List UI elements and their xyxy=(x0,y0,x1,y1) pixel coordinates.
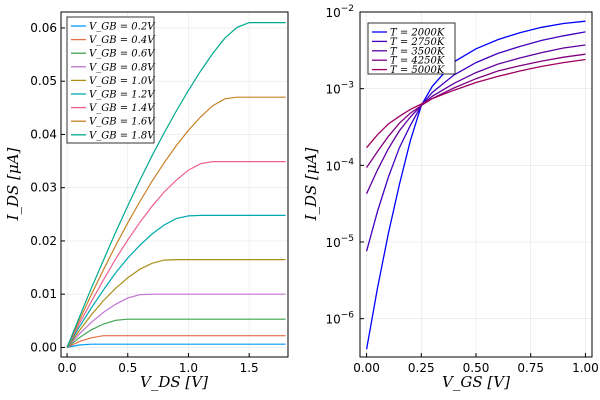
left-legend-label: V_GB = 0.6V xyxy=(89,49,156,60)
left-x-axis-label: V_DS [V] xyxy=(140,373,208,391)
right-x-tick-label: 0.75 xyxy=(517,361,544,375)
left-series-line-v-gb-1-2v xyxy=(66,214,286,348)
right-legend-label: T = 4250K xyxy=(390,56,445,67)
left-legend-label: V_GB = 1.2V xyxy=(89,90,156,101)
left-legend-label: V_GB = 1.8V xyxy=(89,130,156,141)
left-series-line-v-gb-1-4v xyxy=(66,161,286,348)
left-legend: V_GB = 0.2V V_GB = 0.4V V_GB = 0.6V V_GB = … xyxy=(66,16,156,144)
left-y-tick-label: 0.06 xyxy=(30,21,57,35)
left-legend-label: V_GB = 0.8V xyxy=(89,62,156,73)
left-x-tick-label: 0.0 xyxy=(58,361,77,375)
left-series-line-v-gb-0-8v xyxy=(66,293,286,348)
left-y-axis-label: I_DS [μA] xyxy=(4,147,22,221)
right-legend-label: T = 2750K xyxy=(390,37,445,48)
left-y-ticks: 0.00 0.01 0.02 0.03 0.04 0.05 0.06 xyxy=(30,21,65,354)
left-panel: 0.0 0.5 1.0 1.5 0.000.010.020.030.040.050.0… xyxy=(4,11,289,391)
right-series-line-t-3500k xyxy=(366,44,586,194)
right-x-tick-label: 0.25 xyxy=(408,361,435,375)
left-y-tick-label: 0.01 xyxy=(30,287,57,301)
left-series-line-v-gb-1-6v xyxy=(66,96,286,348)
left-legend-label: V_GB = 1.4V xyxy=(89,103,156,114)
left-x-tick-label: 1.0 xyxy=(179,361,198,375)
left-series-line-v-gb-0-6v xyxy=(66,318,286,348)
right-x-axis-label: V_GS [V] xyxy=(442,373,510,391)
left-series-line-v-gb-0-2v xyxy=(66,343,286,348)
left-plot-frame xyxy=(60,11,289,358)
right-grid xyxy=(360,11,592,357)
left-legend-label: V_GB = 1.0V xyxy=(89,76,156,87)
right-legend-label: T = 3500K xyxy=(390,46,445,57)
left-y-tick-label: 0.02 xyxy=(30,234,57,248)
left-series-line-v-gb-1-0v xyxy=(66,259,286,348)
right-x-tick-label: 0.00 xyxy=(353,361,380,375)
right-x-ticks: 0.00 0.25 0.50 0.75 1.00 xyxy=(353,353,599,375)
right-x-tick-label: 0.50 xyxy=(463,361,490,375)
left-series-line-v-gb-1-8v xyxy=(66,22,286,348)
left-x-ticks: 0.0 0.5 1.0 1.5 xyxy=(58,353,259,375)
right-legend-label: T = 2000K xyxy=(390,28,445,39)
left-y-tick-label: 0.04 xyxy=(30,127,57,141)
left-series-lines xyxy=(66,22,286,348)
left-y-tick-label: 0.00 xyxy=(30,340,57,354)
right-panel: 0.00 0.25 0.50 0.75 1.00 10−610−510−410−310−… xyxy=(302,4,599,391)
right-legend-label: T = 5000K xyxy=(390,65,445,76)
right-y-axis-label: I_DS [μA] xyxy=(302,147,320,221)
left-x-tick-label: 1.5 xyxy=(240,361,259,375)
right-series-line-t-4250k xyxy=(366,53,586,168)
left-legend-label: V_GB = 1.6V xyxy=(89,117,156,128)
right-series-line-t-5000k xyxy=(366,58,586,149)
left-series-line-v-gb-0-4v xyxy=(66,335,286,348)
left-legend-label: V_GB = 0.4V xyxy=(89,35,156,46)
right-series-line-t-2750k xyxy=(365,31,586,252)
left-legend-label: V_GB = 0.2V xyxy=(89,22,156,33)
left-x-tick-label: 0.5 xyxy=(118,361,137,375)
left-y-tick-label: 0.03 xyxy=(30,181,57,195)
right-x-tick-label: 1.00 xyxy=(572,361,599,375)
left-y-tick-label: 0.05 xyxy=(30,74,57,88)
